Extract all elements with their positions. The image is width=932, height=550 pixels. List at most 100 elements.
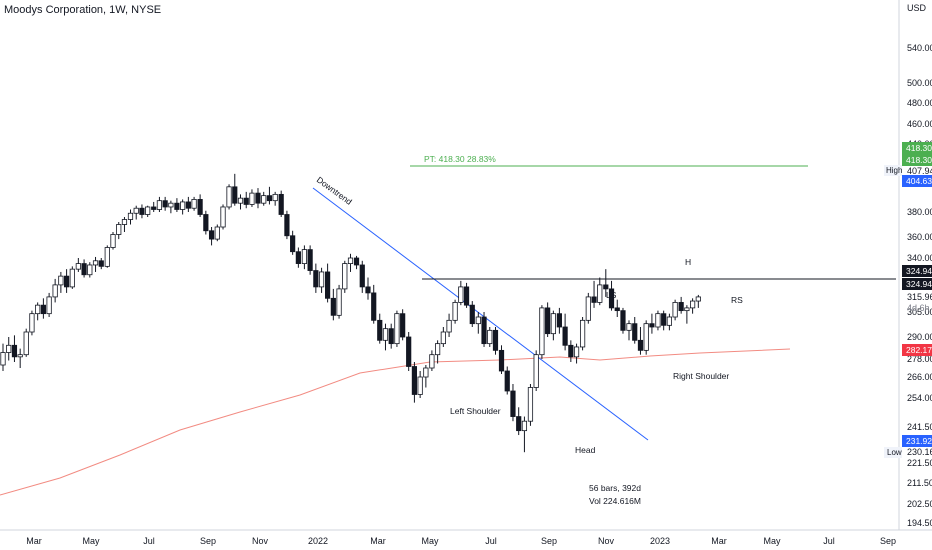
candle-body bbox=[365, 286, 371, 294]
price-badge: 418.30 bbox=[902, 142, 932, 154]
candle bbox=[17, 348, 23, 368]
candle-body bbox=[655, 313, 661, 328]
candle bbox=[423, 365, 429, 388]
candle-body bbox=[11, 344, 18, 358]
low-tag: Low bbox=[884, 447, 902, 458]
candle-body bbox=[643, 323, 649, 351]
candle bbox=[603, 269, 609, 297]
price-badge-text: 324.94 bbox=[906, 266, 932, 276]
candle bbox=[243, 191, 249, 209]
candle-body bbox=[400, 313, 406, 338]
candle-body bbox=[632, 323, 638, 341]
candle-body bbox=[591, 296, 597, 303]
candle bbox=[406, 332, 412, 371]
candle bbox=[52, 278, 58, 303]
price-badge-text: 418.30 bbox=[906, 143, 932, 153]
candle-body bbox=[504, 370, 510, 392]
x-tick-label: May bbox=[82, 536, 100, 546]
y-tick-label: 290.00 bbox=[907, 332, 932, 342]
candle-body bbox=[69, 268, 75, 288]
candle-body bbox=[626, 323, 632, 331]
candle bbox=[452, 299, 458, 324]
candle bbox=[29, 310, 35, 336]
candle-body bbox=[307, 249, 313, 271]
candle-body bbox=[603, 284, 609, 290]
low-tag-text: Low bbox=[887, 448, 902, 457]
x-tick-label: Sep bbox=[541, 536, 557, 546]
y-tick-label: 254.00 bbox=[907, 393, 932, 403]
chart-title: Moodys Corporation, 1W, NYSE bbox=[4, 4, 162, 16]
candle-body bbox=[336, 288, 342, 316]
y-tick-label: 480.00 bbox=[907, 98, 932, 108]
candle-body bbox=[232, 186, 238, 204]
downtrend-label: Downtrend bbox=[315, 175, 354, 207]
candle-body bbox=[608, 288, 615, 309]
x-tick-label: Sep bbox=[200, 536, 216, 546]
candle bbox=[208, 227, 215, 246]
bars-info-label: 56 bars, 392d bbox=[589, 483, 641, 493]
candle bbox=[388, 323, 394, 349]
price-badge-text: 282.17 bbox=[906, 345, 932, 355]
y-tick-label: 360.00 bbox=[907, 232, 932, 242]
candle bbox=[469, 301, 475, 327]
candle-body bbox=[429, 354, 435, 369]
price-badge: 282.17 bbox=[902, 344, 932, 356]
candle bbox=[632, 317, 638, 344]
candle bbox=[435, 340, 441, 364]
candle bbox=[429, 350, 435, 371]
candle-body bbox=[266, 195, 273, 202]
candle bbox=[394, 310, 400, 347]
candle-body bbox=[342, 263, 348, 290]
candle-body bbox=[446, 319, 452, 333]
candle bbox=[614, 299, 620, 317]
ls-label: LS bbox=[606, 290, 617, 300]
candle bbox=[35, 302, 41, 321]
candle-body bbox=[116, 224, 122, 235]
candle-body bbox=[81, 263, 87, 276]
candle-body bbox=[237, 197, 244, 204]
high-tag: High bbox=[884, 165, 902, 176]
candle bbox=[75, 258, 81, 272]
candle-body bbox=[417, 376, 423, 395]
candle bbox=[585, 292, 591, 324]
candle bbox=[347, 253, 354, 272]
candle bbox=[487, 327, 493, 347]
candle-body bbox=[29, 313, 35, 333]
price-badge: 231.92 bbox=[902, 435, 932, 447]
candle bbox=[255, 188, 261, 209]
x-tick-label: Mar bbox=[26, 536, 42, 546]
y-tick-label: 241.50 bbox=[907, 422, 932, 432]
candle bbox=[168, 200, 174, 214]
candle bbox=[539, 305, 545, 359]
price-target-label: PT: 418.30 28.83% bbox=[424, 154, 496, 164]
price-badge-bg bbox=[902, 175, 932, 187]
candle bbox=[568, 340, 574, 362]
candle-body bbox=[597, 284, 603, 303]
candle bbox=[579, 317, 586, 351]
candle bbox=[330, 288, 336, 321]
candle bbox=[249, 189, 255, 207]
candle-body bbox=[290, 235, 296, 253]
x-tick-label: Mar bbox=[370, 536, 386, 546]
price-badge: 324.94 bbox=[902, 265, 932, 277]
candle-body bbox=[0, 352, 6, 366]
candle bbox=[0, 343, 6, 371]
candle bbox=[458, 280, 464, 306]
moving-average-layer bbox=[0, 348, 791, 496]
candle-body bbox=[377, 319, 383, 341]
candle bbox=[521, 416, 528, 453]
x-tick-label: Nov bbox=[252, 536, 269, 546]
price-badge-text: 404.63 bbox=[906, 176, 932, 186]
y-tick-label: 202.50 bbox=[907, 499, 932, 509]
candle bbox=[203, 210, 209, 235]
y-tick-label: 407.94 bbox=[907, 166, 932, 176]
y-tick-label: 211.50 bbox=[907, 478, 932, 488]
x-tick-label: May bbox=[763, 536, 781, 546]
candle-body bbox=[75, 263, 81, 270]
candles-layer bbox=[0, 173, 701, 453]
candle-body bbox=[556, 313, 562, 328]
candle bbox=[591, 280, 597, 308]
candle bbox=[127, 209, 134, 225]
